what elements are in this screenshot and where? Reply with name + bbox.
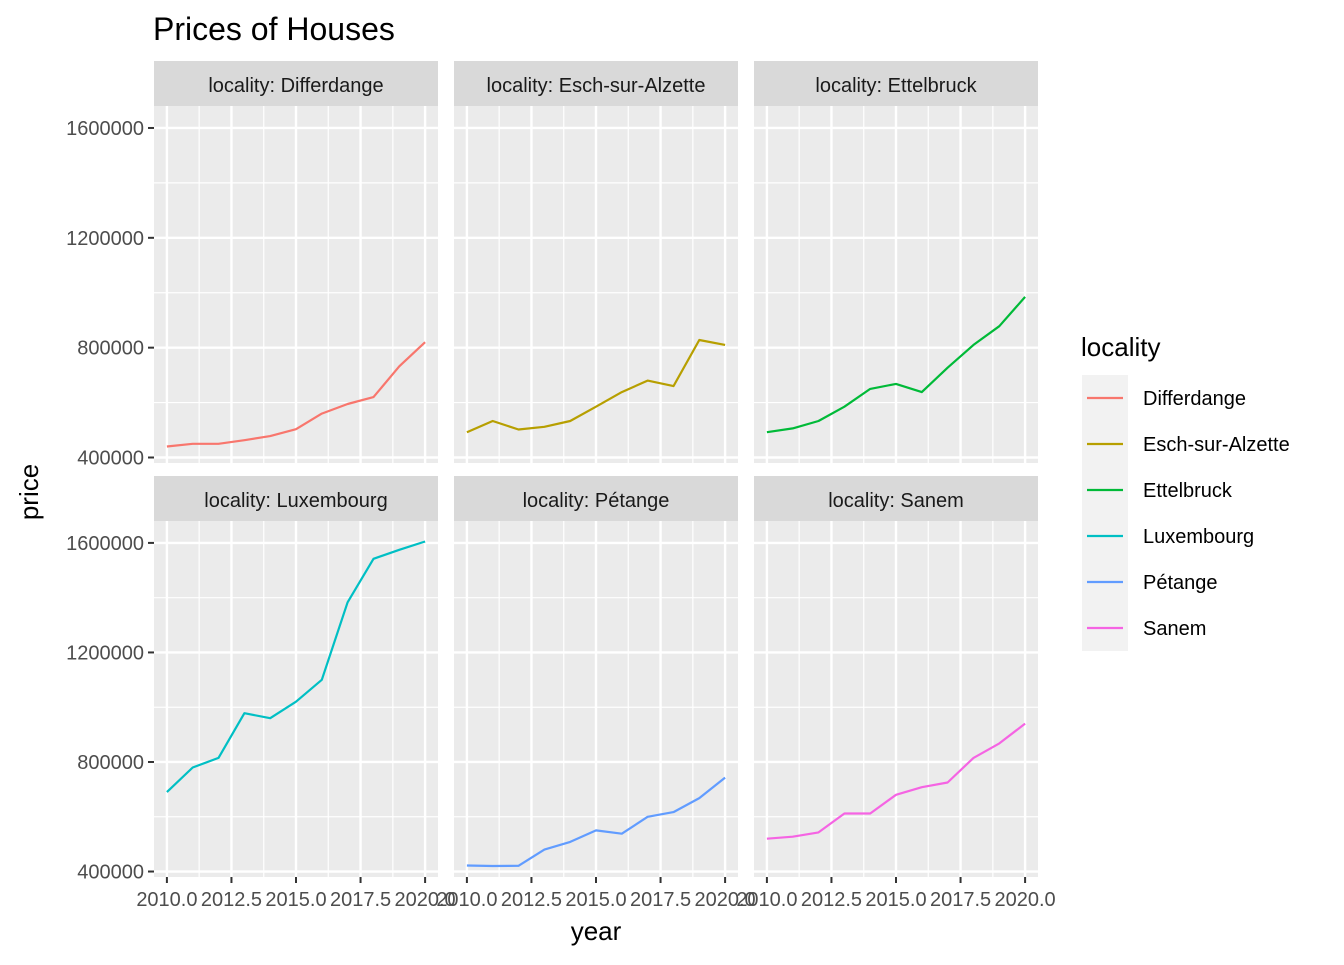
series-line-2 bbox=[466, 338, 726, 434]
strip-label: locality: Pétange bbox=[523, 490, 670, 512]
strip-background bbox=[154, 61, 438, 106]
panel-4: locality: Luxembourg 400000 800000 1200000 1… bbox=[66, 476, 456, 911]
legend-label: Sanem bbox=[1143, 618, 1206, 640]
panel-2: locality: Esch-sur-Alzette bbox=[454, 61, 738, 463]
x-tick-label: 2020.0 bbox=[995, 889, 1056, 911]
strip-background bbox=[454, 476, 738, 521]
series-line-6 bbox=[766, 722, 1026, 840]
x-tick-label: 2020.0 bbox=[395, 889, 456, 911]
panel-3: locality: Ettelbruck bbox=[754, 61, 1038, 463]
y-tick-label: 1600000 bbox=[66, 118, 144, 140]
series-line-3 bbox=[766, 296, 1026, 434]
y-tick-label: 400000 bbox=[77, 448, 144, 470]
x-tick-label: 2012.5 bbox=[501, 889, 562, 911]
legend-label: Esch-sur-Alzette bbox=[1143, 434, 1290, 456]
y-tick-label: 1200000 bbox=[66, 642, 144, 664]
legend: locality Differdange Esch-sur-Alzette Ette… bbox=[1081, 332, 1290, 651]
x-tick-label: 2010.0 bbox=[436, 889, 497, 911]
x-tick-label: 2020.0 bbox=[695, 889, 756, 911]
x-tick-label: 2015.0 bbox=[265, 889, 326, 911]
x-tick-label: 2015.0 bbox=[565, 889, 626, 911]
strip-label: locality: Ettelbruck bbox=[815, 75, 977, 97]
y-tick-label: 800000 bbox=[77, 752, 144, 774]
series-line-1 bbox=[166, 341, 426, 448]
legend-label: Differdange bbox=[1143, 388, 1246, 410]
strip-label: locality: Differdange bbox=[208, 75, 383, 97]
strip-background bbox=[154, 476, 438, 521]
x-axis-label: year bbox=[571, 916, 622, 946]
y-axis-label: price bbox=[14, 464, 44, 520]
x-tick-label: 2012.5 bbox=[201, 889, 262, 911]
legend-label: Pétange bbox=[1143, 572, 1218, 594]
x-tick-label: 2010.0 bbox=[136, 889, 197, 911]
x-tick-label: 2017.5 bbox=[930, 889, 991, 911]
strip-background bbox=[754, 61, 1038, 106]
x-tick-label: 2017.5 bbox=[330, 889, 391, 911]
panel-5: locality: Pétange 2010.0 2012.5 2015.0 2017.… bbox=[436, 476, 756, 911]
y-tick-label: 1600000 bbox=[66, 533, 144, 555]
chart-title: Prices of Houses bbox=[153, 11, 395, 47]
strip-background bbox=[454, 61, 738, 106]
strip-label: locality: Sanem bbox=[828, 490, 964, 512]
panels-layer: locality: Differdange 400000 800000 1200000… bbox=[66, 61, 1056, 911]
strip-label: locality: Luxembourg bbox=[204, 490, 387, 512]
x-tick-label: 2015.0 bbox=[865, 889, 926, 911]
legend-key-background bbox=[1082, 375, 1128, 651]
strip-label: locality: Esch-sur-Alzette bbox=[487, 75, 706, 97]
x-tick-label: 2017.5 bbox=[630, 889, 691, 911]
series-line-5 bbox=[466, 776, 726, 868]
strip-background bbox=[754, 476, 1038, 521]
panel-1: locality: Differdange 400000 800000 1200000… bbox=[66, 61, 438, 470]
y-tick-label: 400000 bbox=[77, 862, 144, 884]
x-tick-label: 2010.0 bbox=[736, 889, 797, 911]
y-tick-label: 1200000 bbox=[66, 228, 144, 250]
panel-6: locality: Sanem 2010.0 2012.5 2015.0 2017.5 2… bbox=[736, 476, 1056, 911]
y-tick-label: 800000 bbox=[77, 338, 144, 360]
legend-label: Luxembourg bbox=[1143, 526, 1254, 548]
series-line-4 bbox=[166, 540, 426, 793]
legend-title: locality bbox=[1081, 332, 1160, 362]
legend-label: Ettelbruck bbox=[1143, 480, 1233, 502]
x-tick-label: 2012.5 bbox=[801, 889, 862, 911]
